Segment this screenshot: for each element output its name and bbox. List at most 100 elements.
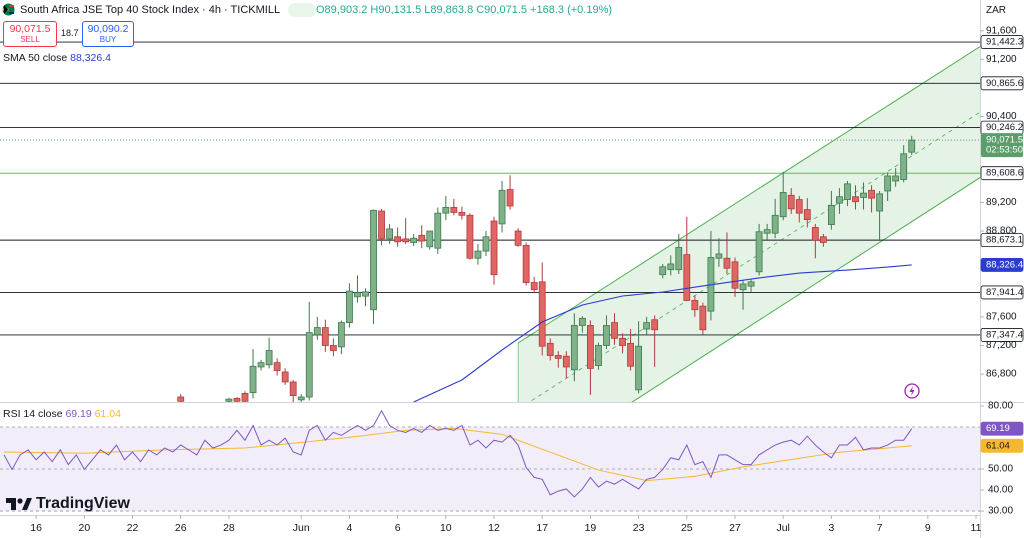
x-tick-label: Jun	[293, 522, 310, 534]
level-label-box	[980, 233, 1024, 248]
rsi-band	[0, 426, 980, 512]
x-tick-label: 23	[633, 522, 645, 534]
candle-body	[562, 355, 570, 368]
level-label: 89,608.6	[986, 168, 1023, 179]
buy-button[interactable]: 90,090.2 BUY	[82, 21, 134, 47]
candle-body	[731, 261, 739, 289]
candle-body	[370, 209, 377, 311]
y-tick-label: 86,800	[986, 369, 1017, 380]
sell-button[interactable]: 90,071.5 SELL	[3, 21, 57, 47]
candle-body	[844, 183, 851, 200]
candle-body	[530, 282, 538, 291]
buy-label: BUY	[99, 35, 117, 44]
candle-body	[603, 325, 610, 346]
y-tick-label: 90,400	[986, 111, 1017, 122]
candle-body	[225, 398, 233, 402]
candle-body	[747, 281, 755, 287]
rsi-value: 69.19	[65, 408, 92, 420]
countdown: 02:53:50	[986, 145, 1023, 156]
candle-body	[723, 257, 731, 269]
candle-body	[836, 196, 843, 204]
logo-text: TradingView	[36, 495, 131, 512]
candle-body	[595, 345, 602, 366]
candle-body	[265, 350, 273, 366]
candle-body	[587, 325, 594, 369]
candle-body	[659, 266, 667, 276]
candle-body	[755, 231, 763, 273]
sell-label: SELL	[20, 35, 40, 44]
candle-body	[177, 396, 185, 402]
candle-body	[249, 365, 257, 394]
candle-body	[763, 229, 771, 234]
candle-body	[346, 290, 353, 324]
x-tick-label: 20	[79, 522, 91, 534]
y-tick-label: 87,200	[986, 340, 1017, 351]
y-tick-label: 91,200	[986, 54, 1017, 65]
candle-body	[876, 193, 883, 212]
candle-body	[546, 342, 554, 356]
candle-body	[643, 322, 651, 330]
rsi-tick-label: 80.00	[988, 401, 1013, 412]
candle-body	[289, 381, 297, 396]
x-tick-label: 11	[971, 522, 982, 534]
level-label: 87,347.4	[986, 329, 1023, 340]
candle-body	[257, 362, 265, 368]
candle-body	[651, 319, 659, 331]
x-tick-label: 7	[877, 522, 883, 534]
x-tick-label: 10	[440, 522, 452, 534]
candle-body	[329, 345, 337, 351]
x-tick-label: 9	[925, 522, 931, 534]
alert-icon[interactable]	[904, 383, 920, 399]
currency: ZAR	[986, 5, 1006, 16]
candle-body	[627, 342, 634, 367]
market-status[interactable]	[288, 3, 316, 17]
x-tick-label: 28	[223, 522, 235, 534]
candle-body	[321, 327, 329, 346]
candle-body	[860, 192, 867, 198]
candle-body	[498, 189, 506, 225]
candle-body	[273, 362, 281, 371]
rsi-tick-label: 50.00	[988, 464, 1013, 475]
candle-body	[699, 305, 707, 331]
candle-body	[281, 371, 289, 383]
candle-body	[514, 230, 522, 246]
symbol-title: South Africa JSE Top 40 Stock Index · 4h…	[20, 4, 281, 16]
level-label-box	[980, 285, 1024, 300]
channel-lower	[631, 177, 980, 402]
rsi-ma-line	[4, 427, 912, 482]
level-label-box	[980, 76, 1024, 91]
price-pane	[0, 41, 980, 402]
level-label: 90,865.6	[986, 78, 1023, 89]
candle-body	[570, 325, 578, 371]
candle-body	[458, 212, 466, 216]
channel-fill	[518, 46, 980, 402]
rsi-ma-label: 61.04	[986, 440, 1010, 451]
x-tick-label: 17	[536, 522, 548, 534]
candle-body	[619, 337, 626, 346]
rsi-tick-label: 30.00	[988, 506, 1013, 517]
candle-body	[386, 228, 393, 240]
sma-label: 88,326.4	[986, 259, 1023, 270]
candle-body	[354, 292, 361, 298]
candle-body	[418, 234, 426, 242]
level-label-box	[980, 328, 1024, 342]
rsi-line	[3, 409, 913, 498]
candle-body	[683, 254, 691, 301]
level-label-box	[980, 166, 1024, 181]
flag	[2, 3, 15, 19]
candle-body	[442, 207, 450, 214]
level-label: 90,246.2	[986, 122, 1023, 133]
candle-body	[900, 153, 908, 180]
candle-body	[466, 214, 474, 259]
candle-body	[827, 204, 835, 226]
rsi-label-box	[980, 421, 1024, 436]
candle-body	[337, 322, 345, 348]
candle-body	[779, 192, 787, 218]
sma-line	[413, 264, 912, 402]
candle-body	[771, 214, 779, 234]
rsi-ma-value: 61.04	[94, 408, 121, 420]
last-price-box	[981, 133, 1023, 158]
candle-body	[506, 189, 514, 207]
spread: 18.7	[61, 28, 79, 38]
